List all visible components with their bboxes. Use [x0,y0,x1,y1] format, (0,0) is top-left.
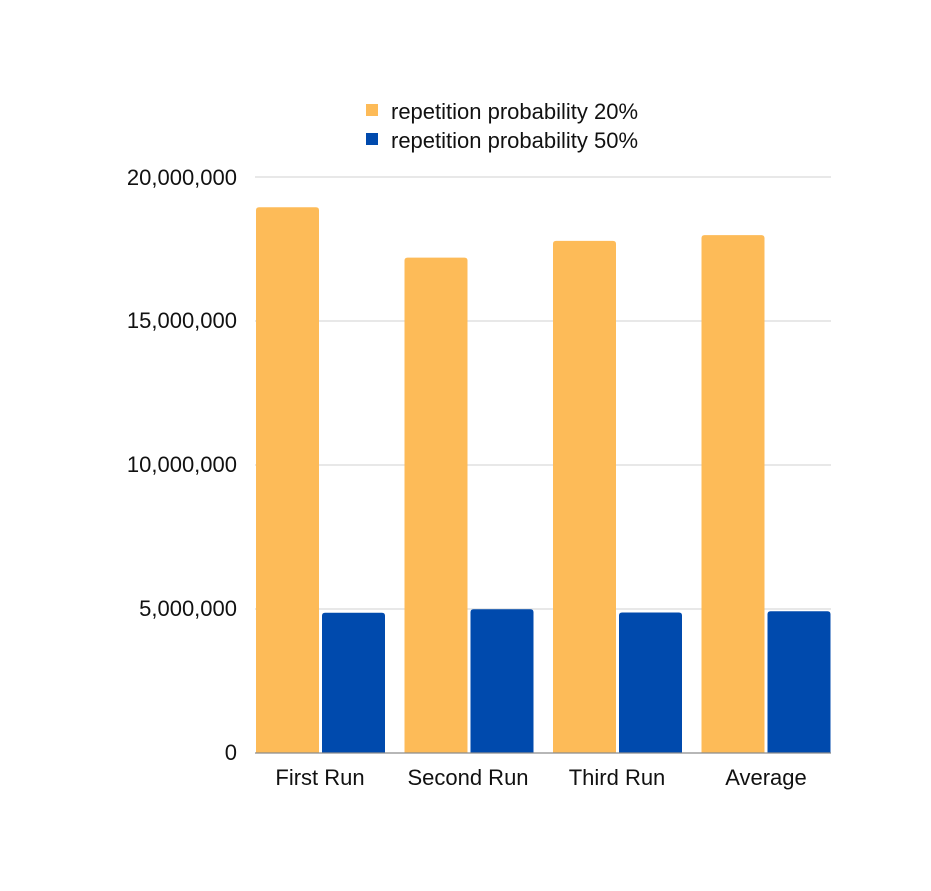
legend-item-series-2: repetition probability 50% [366,128,638,153]
x-tick-label-third-run: Third Run [569,765,666,790]
y-axis: 0 5,000,000 10,000,000 15,000,000 20,000… [127,165,237,765]
bars [256,207,831,754]
x-tick-label-average: Average [725,765,807,790]
y-tick-label: 5,000,000 [139,596,237,621]
bar-first-run-series-2 [322,612,385,753]
y-tick-label: 15,000,000 [127,308,237,333]
legend: repetition probability 20% repetition pr… [366,99,638,153]
y-tick-label: 0 [225,740,237,765]
legend-label-series-1: repetition probability 20% [391,99,638,124]
y-tick-label: 10,000,000 [127,452,237,477]
x-axis: First Run Second Run Third Run Average [275,765,806,790]
bar-average-series-2 [767,611,831,753]
bar-third-run-series-2 [619,612,682,753]
bar-third-run-series-1 [553,240,616,753]
x-tick-label-second-run: Second Run [407,765,528,790]
bar-second-run-series-2 [470,609,534,753]
bar-first-run-series-1 [256,207,319,754]
legend-label-series-2: repetition probability 50% [391,128,638,153]
legend-swatch-series-1 [366,104,378,116]
y-tick-label: 20,000,000 [127,165,237,190]
bar-second-run-series-1 [404,257,468,753]
x-tick-label-first-run: First Run [275,765,364,790]
legend-swatch-series-2 [366,133,378,145]
bar-average-series-1 [701,235,765,753]
legend-item-series-1: repetition probability 20% [366,99,638,124]
